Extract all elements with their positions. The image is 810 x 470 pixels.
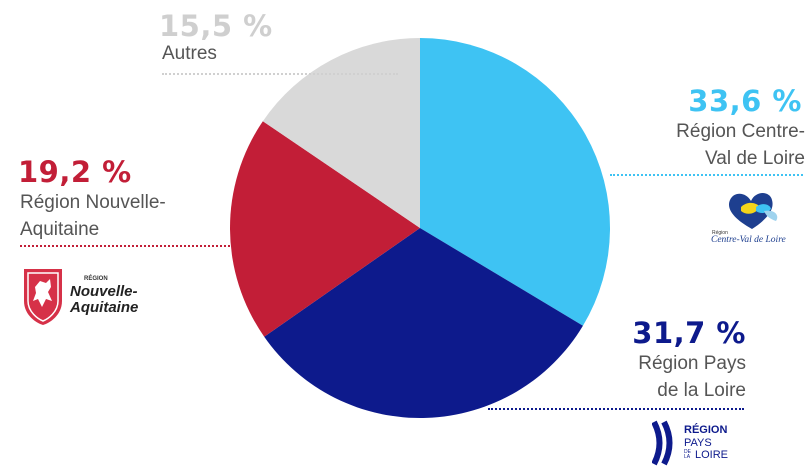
logo-text: Aquitaine bbox=[70, 299, 139, 316]
leader-line bbox=[610, 174, 803, 176]
pie-slice-r-gion-centre-val-de-loire bbox=[420, 38, 610, 326]
slice-value-label: 31,7 % bbox=[632, 316, 746, 350]
pie-slice-r-gion-pays-de-la-loire bbox=[264, 228, 583, 418]
leader-line bbox=[162, 73, 398, 75]
logo-small-text: Région bbox=[712, 230, 728, 236]
slice-value-label: 15,5 % bbox=[159, 9, 273, 43]
slice-value-label: 33,6 % bbox=[688, 84, 802, 118]
centre-val-de-loire-logo: Région Centre-Val de Loire bbox=[704, 185, 804, 251]
leader-line bbox=[20, 245, 290, 247]
heart-logo-icon bbox=[728, 193, 778, 229]
pie-slice-autres bbox=[262, 38, 420, 228]
logo-text: LOIRE bbox=[695, 449, 729, 461]
leader-line bbox=[488, 408, 744, 410]
lion-shield-icon bbox=[24, 269, 62, 325]
slice-category-label: Autres bbox=[162, 43, 217, 64]
pays-de-la-loire-logo: RÉGION PAYS DE LA LOIRE bbox=[652, 420, 748, 470]
logo-text: Nouvelle- bbox=[70, 283, 138, 300]
pie-slice-r-gion-nouvelle-aquitaine bbox=[230, 121, 420, 337]
nouvelle-aquitaine-logo: RÉGION Nouvelle- Aquitaine bbox=[20, 262, 150, 330]
slice-category-label: Région Nouvelle- Aquitaine bbox=[20, 192, 166, 240]
logo-small-text: DE LA bbox=[684, 449, 691, 460]
slice-category-label: Région Centre- Val de Loire bbox=[676, 121, 805, 169]
logo-text: RÉGION bbox=[684, 424, 728, 436]
slice-value-label: 19,2 % bbox=[18, 155, 132, 189]
logo-text: Centre-Val de Loire bbox=[711, 235, 786, 245]
logo-small-text: RÉGION bbox=[84, 276, 108, 282]
logo-text: PAYS bbox=[684, 437, 712, 449]
slice-category-label: Région Pays de la Loire bbox=[638, 353, 746, 401]
parenthesis-logo-icon bbox=[652, 420, 673, 466]
